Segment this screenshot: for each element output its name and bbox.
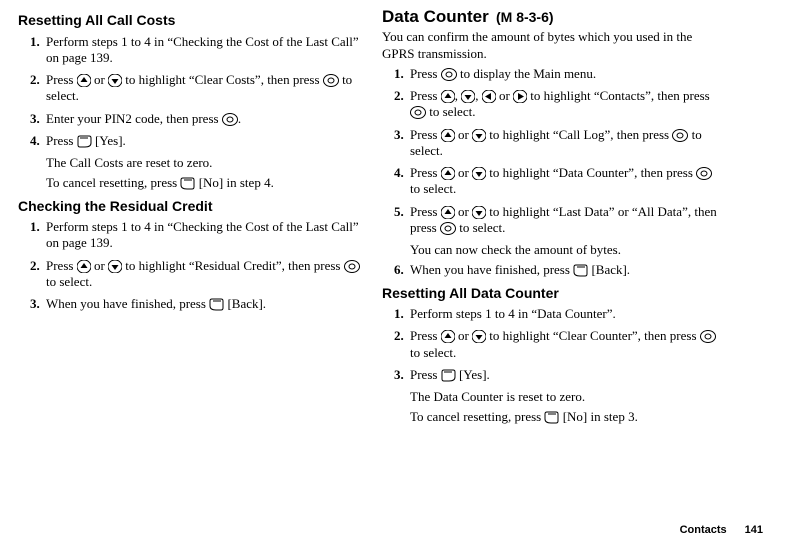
note-text: To cancel resetting, press [No] in step … xyxy=(46,175,360,191)
list-item: 4.Press [Yes]. xyxy=(30,133,360,149)
center-key-icon xyxy=(441,68,457,81)
nav-down-icon xyxy=(472,206,486,219)
step-text: Press or to highlight “Residual Credit”,… xyxy=(46,258,360,289)
center-key-icon xyxy=(700,330,716,343)
list-item: 3.Press [Yes]. xyxy=(394,367,724,383)
nav-up-icon xyxy=(441,167,455,180)
note-text: The Data Counter is reset to zero. xyxy=(410,389,724,405)
nav-down-icon xyxy=(108,74,122,87)
step-text: Press [Yes]. xyxy=(46,133,126,148)
footer-page-number: 141 xyxy=(745,524,763,538)
list-item: 5.Press or to highlight “Last Data” or “… xyxy=(394,204,724,237)
page-footer: Contacts 141 xyxy=(0,512,789,549)
heading-reset-call-costs: Resetting All Call Costs xyxy=(18,12,360,30)
list-item: 1.Perform steps 1 to 4 in “Data Counter”… xyxy=(394,306,724,322)
list-item: 2.Press or to highlight “Clear Costs”, t… xyxy=(30,72,360,105)
list-item: 1.Perform steps 1 to 4 in “Checking the … xyxy=(30,34,360,67)
list-item: 6.When you have finished, press [Back]. xyxy=(394,262,724,278)
step-text: Perform steps 1 to 4 in “Checking the Co… xyxy=(46,219,359,250)
list-item: 1.Perform steps 1 to 4 in “Checking the … xyxy=(30,219,360,252)
right-column: Data Counter (M 8-3-6) You can confirm t… xyxy=(370,0,740,512)
nav-up-icon xyxy=(77,260,91,273)
step-text: Press to display the Main menu. xyxy=(410,66,596,81)
nav-up-icon xyxy=(77,74,91,87)
soft-key-right-icon xyxy=(180,177,195,190)
soft-key-left-icon xyxy=(441,369,456,382)
step-text: Press or to highlight “Clear Counter”, t… xyxy=(410,328,716,359)
center-key-icon xyxy=(222,113,238,126)
heading-residual-credit: Checking the Residual Credit xyxy=(18,198,360,216)
footer-section-label: Contacts xyxy=(680,524,727,538)
center-key-icon xyxy=(696,167,712,180)
soft-key-left-icon xyxy=(77,135,92,148)
step-text: Press , , or to highlight “Contacts”, th… xyxy=(410,88,710,119)
center-key-icon xyxy=(323,74,339,87)
nav-down-icon xyxy=(472,330,486,343)
center-key-icon xyxy=(410,106,426,119)
step-text: When you have finished, press [Back]. xyxy=(46,296,266,311)
nav-up-icon xyxy=(441,206,455,219)
step-text: Press or to highlight “Clear Costs”, the… xyxy=(46,72,352,103)
nav-up-icon xyxy=(441,90,455,103)
nav-up-icon xyxy=(441,129,455,142)
menu-code: (M 8-3-6) xyxy=(496,9,554,25)
nav-left-icon xyxy=(482,90,496,103)
step-text: Perform steps 1 to 4 in “Data Counter”. xyxy=(410,306,616,321)
steps-data-counter: 1.Press to display the Main menu. 2.Pres… xyxy=(382,66,724,236)
step-text: Press or to highlight “Data Counter”, th… xyxy=(410,165,712,196)
list-item: 3.Press or to highlight “Call Log”, then… xyxy=(394,127,724,160)
nav-down-icon xyxy=(472,167,486,180)
center-key-icon xyxy=(440,222,456,235)
steps-residual-credit: 1.Perform steps 1 to 4 in “Checking the … xyxy=(18,219,360,312)
step-text: Press [Yes]. xyxy=(410,367,490,382)
list-item: 3.When you have finished, press [Back]. xyxy=(30,296,360,312)
center-key-icon xyxy=(672,129,688,142)
note-text: The Call Costs are reset to zero. xyxy=(46,155,360,171)
nav-down-icon xyxy=(108,260,122,273)
note-text: To cancel resetting, press [No] in step … xyxy=(410,409,724,425)
heading-data-counter-row: Data Counter (M 8-3-6) xyxy=(382,6,724,27)
center-key-icon xyxy=(344,260,360,273)
nav-down-icon xyxy=(461,90,475,103)
page: Resetting All Call Costs 1.Perform steps… xyxy=(0,0,789,512)
left-column: Resetting All Call Costs 1.Perform steps… xyxy=(0,0,370,512)
step-text: Press or to highlight “Call Log”, then p… xyxy=(410,127,702,158)
step-text: Press or to highlight “Last Data” or “Al… xyxy=(410,204,717,235)
soft-key-right-icon xyxy=(573,264,588,277)
list-item: 2.Press or to highlight “Residual Credit… xyxy=(30,258,360,291)
list-item: 2.Press or to highlight “Clear Counter”,… xyxy=(394,328,724,361)
nav-right-icon xyxy=(513,90,527,103)
list-item: 3.Enter your PIN2 code, then press . xyxy=(30,111,360,127)
step-text: Enter your PIN2 code, then press . xyxy=(46,111,241,126)
nav-up-icon xyxy=(441,330,455,343)
step-text: Perform steps 1 to 4 in “Checking the Co… xyxy=(46,34,359,65)
heading-data-counter: Data Counter xyxy=(382,7,489,26)
note-text: You can now check the amount of bytes. xyxy=(410,242,724,258)
intro-text: You can confirm the amount of bytes whic… xyxy=(382,29,724,62)
steps-data-counter-cont: 6.When you have finished, press [Back]. xyxy=(382,262,724,278)
soft-key-right-icon xyxy=(209,298,224,311)
list-item: 1.Press to display the Main menu. xyxy=(394,66,724,82)
step-text: When you have finished, press [Back]. xyxy=(410,262,630,277)
list-item: 2.Press , , or to highlight “Contacts”, … xyxy=(394,88,724,121)
steps-reset-call-costs: 1.Perform steps 1 to 4 in “Checking the … xyxy=(18,34,360,150)
steps-reset-data-counter: 1.Perform steps 1 to 4 in “Data Counter”… xyxy=(382,306,724,383)
nav-down-icon xyxy=(472,129,486,142)
list-item: 4.Press or to highlight “Data Counter”, … xyxy=(394,165,724,198)
soft-key-right-icon xyxy=(544,411,559,424)
heading-reset-data-counter: Resetting All Data Counter xyxy=(382,285,724,303)
